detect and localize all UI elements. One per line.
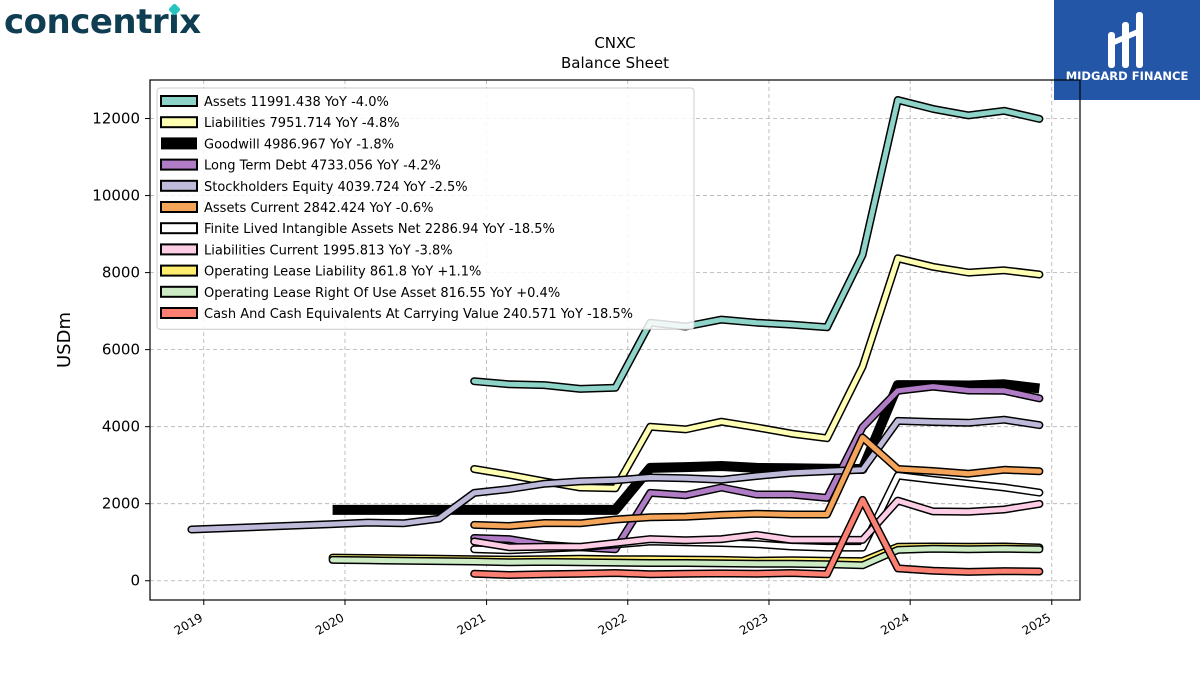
midgard-logo-icon xyxy=(1108,12,1143,68)
series-stockholders_equity xyxy=(187,415,1044,534)
legend-item-long_term_debt: Long Term Debt 4733.056 YoY -4.2% xyxy=(160,158,441,174)
x-tick-label: 2021 xyxy=(455,610,488,637)
series-line-goodwill xyxy=(332,379,1040,515)
legend-swatch xyxy=(160,158,198,171)
legend-swatch xyxy=(160,285,198,298)
legend-item-assets_current: Assets Current 2842.424 YoY -0.6% xyxy=(160,201,434,216)
legend-item-rou_asset: Operating Lease Right Of Use Asset 816.5… xyxy=(160,285,560,301)
series-line-assets_current xyxy=(471,435,1042,529)
legend-swatch xyxy=(160,201,198,213)
x-tick-label: 2020 xyxy=(313,610,346,637)
x-tick-label: 2025 xyxy=(1020,610,1053,637)
legend-swatch xyxy=(160,307,198,319)
legend-swatch xyxy=(161,137,197,150)
legend-item-assets: Assets 11991.438 YoY -4.0% xyxy=(160,95,389,110)
y-tick-label: 12000 xyxy=(92,110,140,128)
legend-label: Assets Current 2842.424 YoY -0.6% xyxy=(204,201,434,216)
badge-text: MIDGARD FINANCE xyxy=(1065,69,1189,83)
legend-label: Operating Lease Liability 861.8 YoY +1.1… xyxy=(204,265,481,280)
series-rou_asset xyxy=(328,544,1044,570)
legend-item-goodwill: Goodwill 4986.967 YoY -1.8% xyxy=(161,137,394,152)
series-liabilities_current xyxy=(470,496,1044,552)
legend-label: Liabilities 7951.714 YoY -4.8% xyxy=(204,116,400,131)
legend-label: Assets 11991.438 YoY -4.0% xyxy=(204,95,389,110)
chart-title-line-2: Balance Sheet xyxy=(561,54,669,72)
legend-item-liabilities: Liabilities 7951.714 YoY -4.8% xyxy=(160,116,400,131)
legend-item-operating_lease_liability: Operating Lease Liability 861.8 YoY +1.1… xyxy=(160,264,481,280)
legend-label: Operating Lease Right Of Use Asset 816.5… xyxy=(204,286,560,301)
legend-swatch xyxy=(160,222,198,235)
legend: Assets 11991.438 YoY -4.0% Liabilities 79… xyxy=(156,87,695,330)
x-axis: 2019 2020 2021 2022 2023 2024 2025 xyxy=(172,600,1053,638)
legend-label: Long Term Debt 4733.056 YoY -4.2% xyxy=(204,159,441,174)
legend-label: Cash And Cash Equivalents At Carrying Va… xyxy=(204,307,633,322)
legend-label: Finite Lived Intangible Assets Net 2286.… xyxy=(204,222,555,237)
x-tick-label: 2022 xyxy=(596,610,629,637)
legend-swatch xyxy=(160,264,198,277)
x-tick-label: 2024 xyxy=(878,610,911,637)
series-goodwill xyxy=(332,379,1040,515)
legend-item-finite_intangible: Finite Lived Intangible Assets Net 2286.… xyxy=(160,222,555,237)
series-line-cash xyxy=(471,497,1042,578)
series-line-rou_asset xyxy=(330,546,1042,568)
series-line-liabilities_current xyxy=(471,498,1042,550)
series-layer xyxy=(187,96,1044,579)
legend-swatch xyxy=(160,243,198,256)
y-axis-label: USDm xyxy=(54,312,75,368)
series-assets_current xyxy=(470,433,1044,530)
x-tick-label: 2019 xyxy=(172,610,205,637)
legend-label: Liabilities Current 1995.813 YoY -3.8% xyxy=(204,243,453,258)
y-tick-label: 8000 xyxy=(102,264,140,282)
y-tick-label: 2000 xyxy=(102,495,140,513)
y-axis: 0 2000 4000 6000 8000 10000 12000 xyxy=(92,110,150,590)
legend-box xyxy=(156,87,695,330)
legend-swatch xyxy=(160,116,198,129)
series-cash xyxy=(470,495,1044,579)
legend-item-stockholders_equity: Stockholders Equity 4039.724 YoY -2.5% xyxy=(160,179,468,195)
plot-frame xyxy=(149,79,1081,601)
chart-title-line-1: CNXC xyxy=(594,34,635,52)
legend-item-liabilities_current: Liabilities Current 1995.813 YoY -3.8% xyxy=(160,243,453,258)
series-line-assets xyxy=(471,97,1042,392)
concentrix-logo: concentrix xyxy=(4,2,201,42)
legend-swatch xyxy=(160,179,198,192)
y-tick-label: 10000 xyxy=(92,187,140,205)
legend-swatch xyxy=(160,95,198,107)
x-tick-label: 2023 xyxy=(737,610,770,637)
midgard-finance-badge: MIDGARD FINANCE xyxy=(1054,0,1200,100)
y-tick-label: 0 xyxy=(130,572,140,590)
y-tick-label: 4000 xyxy=(102,418,140,436)
legend-label: Stockholders Equity 4039.724 YoY -2.5% xyxy=(204,180,468,195)
series-line-stockholders_equity xyxy=(188,417,1042,532)
y-tick-label: 6000 xyxy=(102,341,140,359)
legend-item-cash: Cash And Cash Equivalents At Carrying Va… xyxy=(160,307,633,322)
series-assets xyxy=(470,96,1044,393)
legend-label: Goodwill 4986.967 YoY -1.8% xyxy=(204,137,394,152)
